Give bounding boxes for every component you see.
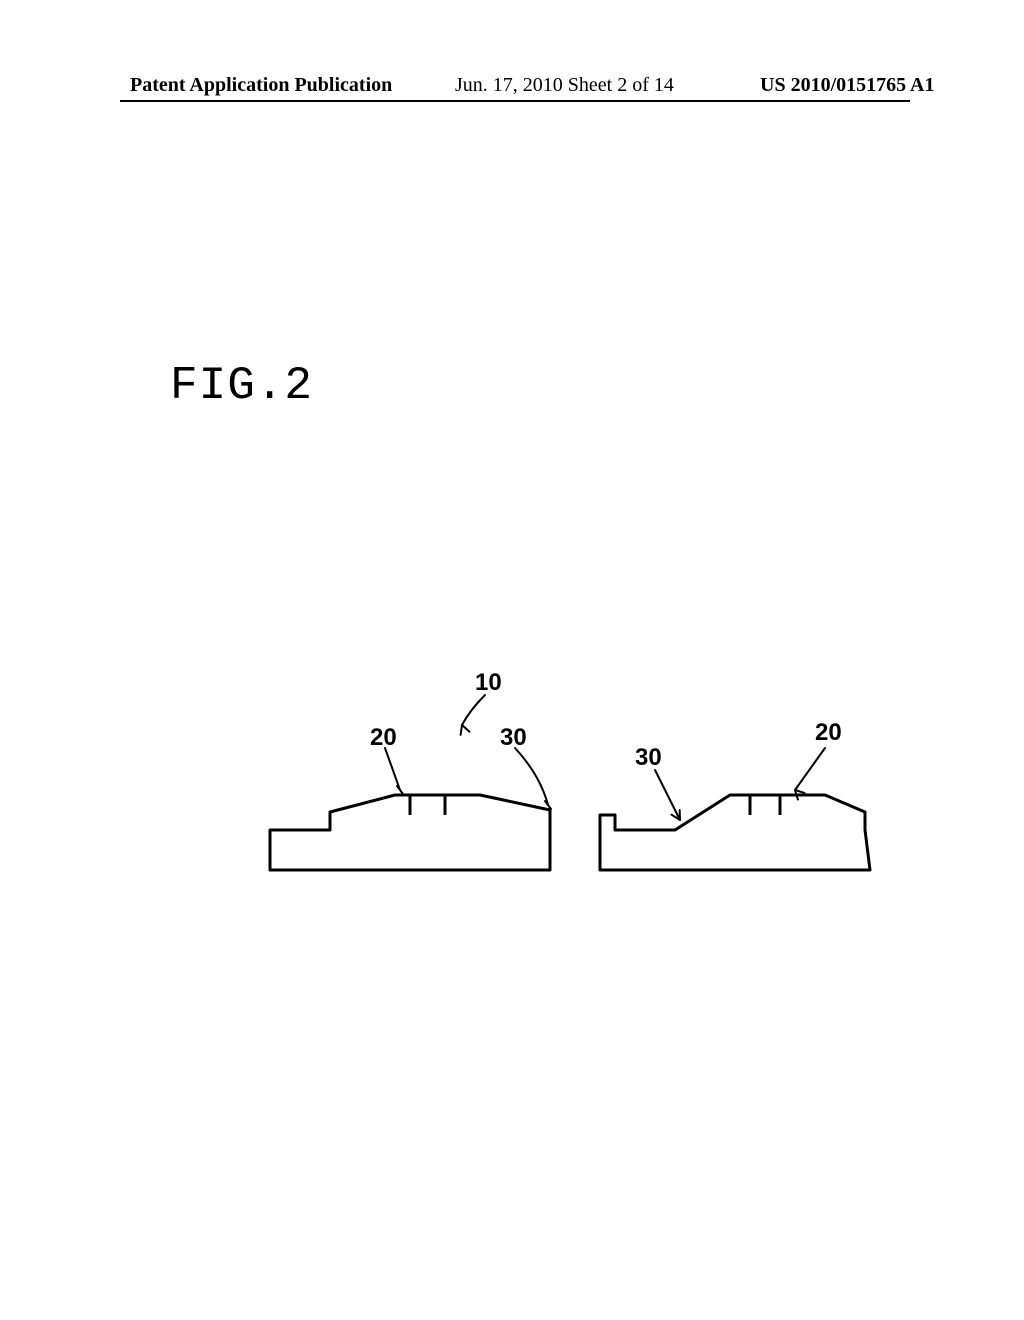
ref-label-20-4: 20 [815, 719, 842, 746]
leader-line-0 [462, 695, 485, 725]
diagram-svg: 10 20 30 30 20 [270, 640, 910, 900]
ref-label-20-1: 20 [370, 724, 397, 751]
header-mid-text: Jun. 17, 2010 Sheet 2 of 14 [455, 74, 674, 97]
leader-line-1 [385, 748, 400, 790]
header-left-text: Patent Application Publication [130, 74, 392, 97]
leader-line-2 [515, 748, 548, 805]
page: Patent Application Publication Jun. 17, … [0, 0, 1024, 1320]
header-right-text: US 2010/0151765 A1 [760, 74, 934, 97]
ref-label-10-0: 10 [475, 669, 502, 696]
leader-line-4 [795, 748, 825, 790]
header-rule [120, 100, 910, 102]
right-body-outline [600, 795, 870, 870]
leader-line-3 [655, 770, 680, 820]
figure-diagram: 10 20 30 30 20 [270, 640, 910, 900]
figure-label: FIG.2 [170, 360, 313, 412]
ref-label-30-2: 30 [500, 724, 527, 751]
ref-label-30-3: 30 [635, 744, 662, 771]
